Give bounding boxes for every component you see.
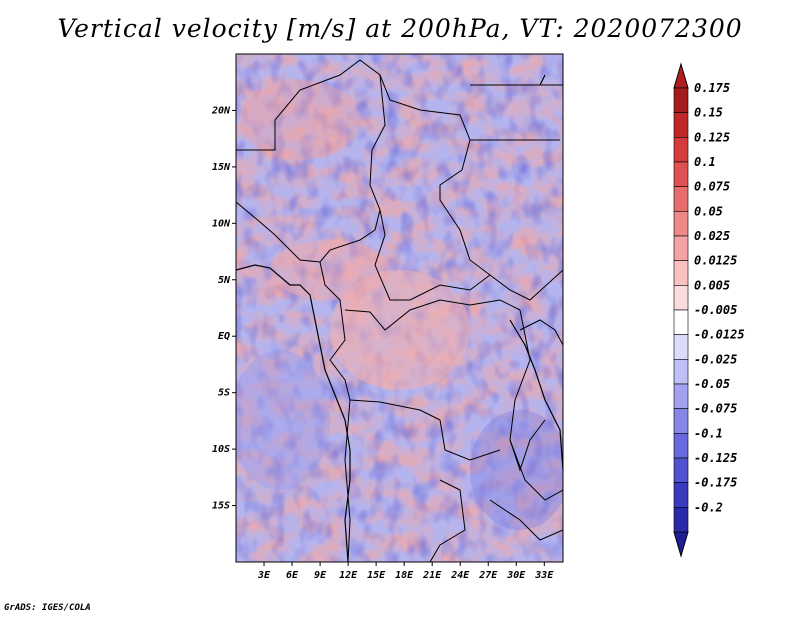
colorbar-label: -0.0125	[694, 328, 745, 342]
lat-tick-label: 5S	[218, 388, 230, 399]
velocity-field	[236, 54, 563, 562]
lon-tick-label: 12E	[339, 570, 358, 581]
lat-tick-label: 15N	[212, 162, 231, 173]
lon-tick-label: 27E	[478, 570, 498, 581]
map-axes: 20N 15N 10N 5N EQ 5S 10S 15S 3E 6E 9E 12E 15E 18E 21E 2…	[211, 105, 554, 581]
map-title: Vertical velocity [m/s] at 200hPa, VT: 2…	[57, 14, 743, 43]
lat-tick-label: 10N	[212, 218, 231, 229]
lon-tick-label: 15E	[367, 570, 386, 581]
colorbar-swatch	[673, 482, 689, 508]
map-frame	[235, 53, 564, 563]
colorbar-swatch	[673, 285, 689, 311]
colorbar-swatch	[673, 211, 689, 237]
colorbar-label: 0.15	[694, 106, 723, 120]
colorbar-label: 0.005	[694, 278, 730, 292]
colorbar-swatch	[673, 137, 689, 163]
colorbar-top-arrow	[673, 62, 689, 89]
lon-tick-label: 21E	[422, 570, 442, 581]
coastline	[236, 74, 563, 562]
colorbar-label: -0.075	[694, 402, 737, 416]
colorbar-swatch	[673, 260, 689, 286]
colorbar-label: 0.125	[694, 130, 730, 144]
colorbar-label: 0.075	[694, 180, 730, 194]
colorbar-label: 0.05	[694, 204, 723, 218]
lat-tick-label: 10S	[212, 444, 230, 455]
colorbar-label: 0.025	[694, 229, 730, 243]
colorbar-label: 0.0125	[694, 254, 737, 268]
colorbar-swatch	[673, 408, 689, 434]
lon-tick-label: 24E	[450, 570, 470, 581]
colorbar-label: -0.005	[694, 303, 737, 317]
country-borders	[236, 59, 563, 562]
lon-tick-label: 3E	[257, 570, 271, 581]
colorbar-label: -0.025	[694, 352, 737, 366]
colorbar-swatch	[673, 334, 689, 360]
colorbar-label: -0.1	[694, 426, 723, 440]
colorbar-bottom-arrow	[673, 531, 689, 558]
lat-tick-label: 20N	[211, 105, 231, 116]
colorbar-label: 0.1	[694, 155, 716, 169]
lon-tick-label: 18E	[395, 570, 414, 581]
colorbar-swatch	[673, 112, 689, 138]
lon-tick-label: 9E	[314, 570, 327, 581]
colorbar-swatch	[673, 309, 689, 335]
colorbar-swatch	[673, 507, 689, 533]
credit-text: GrADS: IGES/COLA	[4, 603, 91, 613]
colorbar-swatch	[673, 161, 689, 187]
colorbar-swatch	[673, 235, 689, 261]
lat-tick-label: EQ	[218, 331, 230, 342]
lon-tick-label: 30E	[506, 570, 526, 581]
colorbar-swatch	[673, 457, 689, 483]
lon-tick-label: 33E	[534, 570, 554, 581]
lat-tick-label: 5N	[218, 275, 231, 286]
colorbar-swatch	[673, 433, 689, 459]
colorbar-label: -0.125	[694, 451, 737, 465]
lon-tick-label: 6E	[286, 570, 299, 581]
colorbar-swatch	[673, 87, 689, 113]
colorbar-label: -0.05	[694, 377, 730, 391]
colorbar-swatch	[673, 186, 689, 212]
lat-tick-label: 15S	[212, 501, 230, 512]
colorbar-swatch	[673, 359, 689, 385]
colorbar-label: -0.2	[694, 500, 723, 514]
colorbar-swatch	[673, 383, 689, 409]
colorbar-label: -0.175	[694, 476, 737, 490]
colorbar: 0.175 0.15 0.125 0.1 0.075 0.05 0.025 0.0125 0.0…	[673, 62, 745, 558]
colorbar-label: 0.175	[694, 81, 730, 95]
